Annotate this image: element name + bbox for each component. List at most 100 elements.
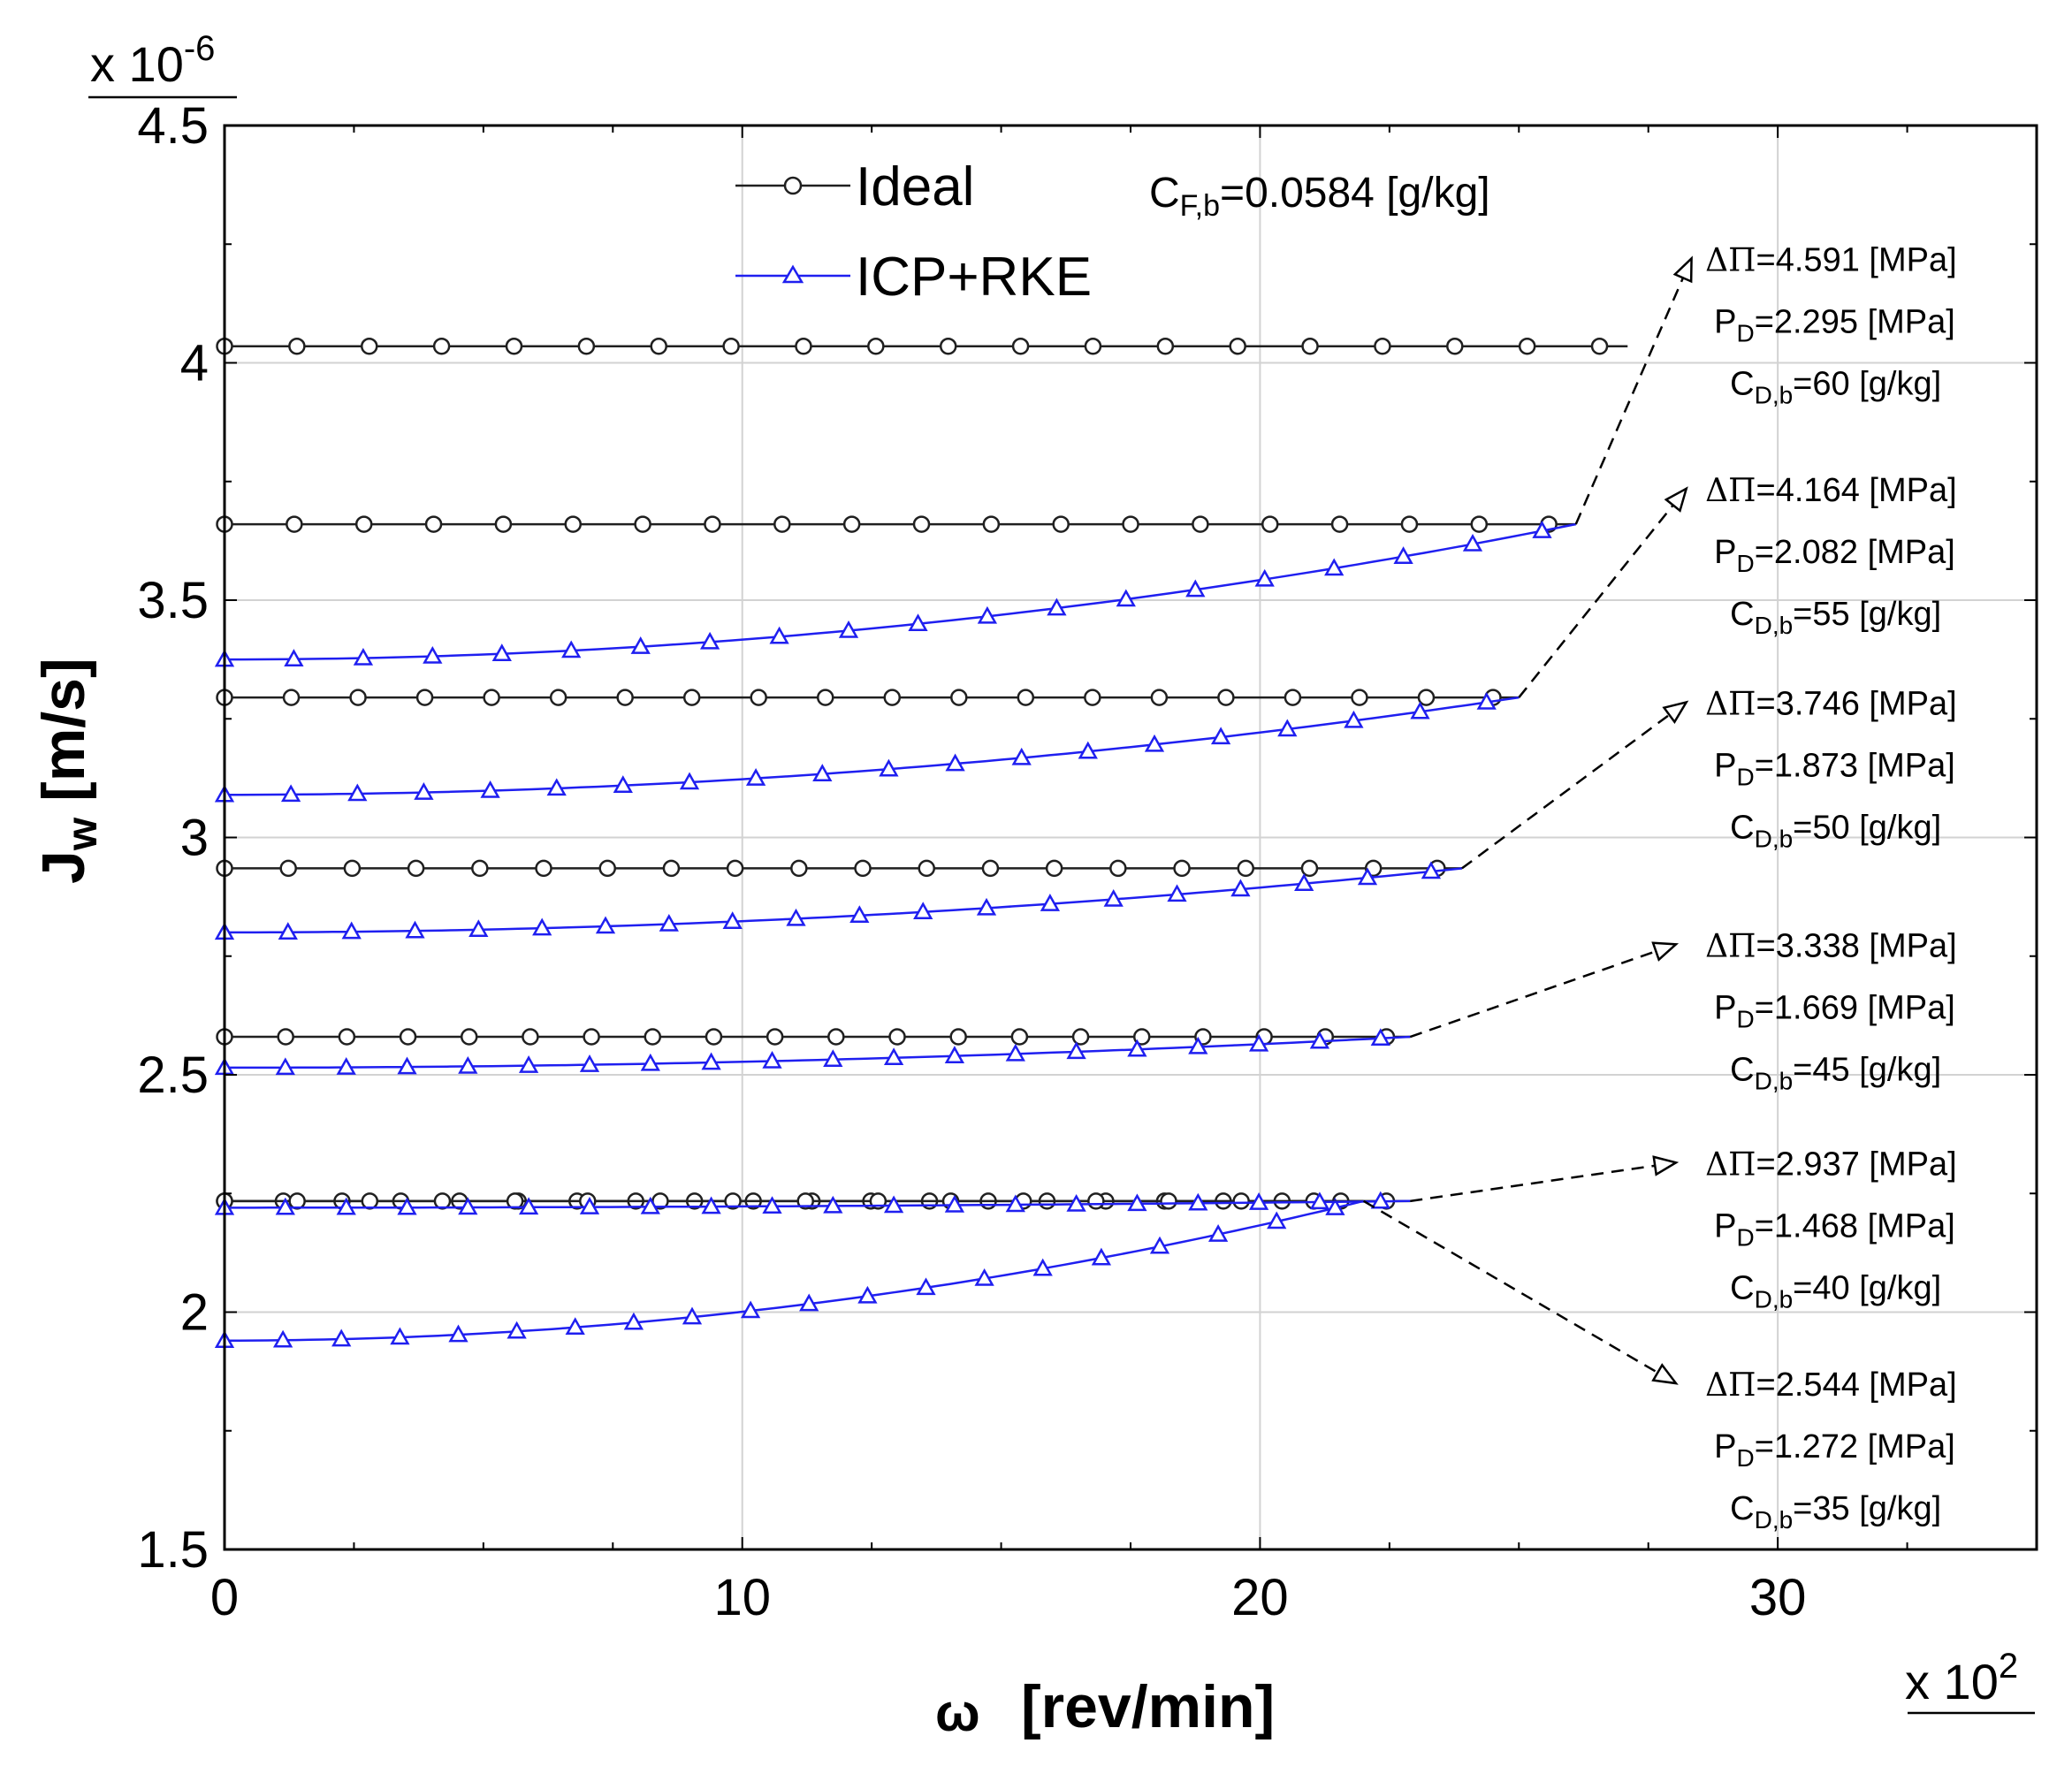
icp-point [1476,691,1497,710]
x-tick-label: 20 [1231,1569,1289,1626]
ideal-point [883,689,902,706]
y-tick-label: 2.5 [137,1047,209,1104]
icp-point [1005,1194,1025,1213]
icp-point [1462,533,1483,552]
ideal-point [505,337,523,355]
ideal-point [1156,337,1175,355]
y-tick-label: 3.5 [137,572,209,629]
ideal-point [522,1028,539,1046]
icp-point [1254,568,1275,587]
icp-point [1248,1192,1269,1210]
annotation-3: ΔΠ=3.746 [MPa] PD=1.873 [MPa] CD,b=50 [g/k… [1461,685,1957,870]
x-tick-label: 10 [713,1569,771,1626]
y-tick-label: 4.5 [137,97,209,155]
icp-point [1103,888,1124,907]
ideal-point [1087,1192,1105,1210]
icp-point [468,919,489,938]
ideal-point [854,859,872,878]
ideal-point [279,859,297,878]
icp-point [977,605,998,624]
svg-text:Jw[m/s]: Jw [m/s] [30,658,106,884]
ideal-point [1417,689,1436,706]
icp-point [1188,1036,1208,1054]
x-multiplier-exponent: 2 [1999,1647,2018,1686]
ideal-point [795,337,812,355]
icp-point [480,780,500,798]
annotation-4: ΔΠ=4.164 [MPa] PD=2.082 [MPa] CD,b=55 [g/k… [1518,472,1957,698]
ideal-point [1229,337,1246,355]
icp-point [1410,701,1430,719]
ideal-point [494,515,513,533]
ideal-point [949,1028,967,1046]
svg-text:x 10-6: x 10-6 [90,29,215,92]
annotation-arrow [1574,255,1693,525]
ideal-point [722,337,740,355]
x-multiplier: x 102 [1905,1647,2035,1715]
y-axis-unit: [m/s] [30,658,97,801]
ideal-point [616,689,634,706]
icp-point [1185,579,1206,598]
ideal-point [460,1028,478,1046]
icp-point [405,920,425,939]
icp-point [722,911,743,929]
draw-pressure-label: PD=1.272 [MPa] [1714,1428,1955,1472]
icp-point [640,1053,660,1071]
ideal-point [1084,337,1102,355]
legend-label-ideal: Ideal [856,156,974,217]
ideal-point [1011,337,1030,355]
icp-point [682,1306,703,1325]
icp-point [1277,719,1298,737]
ideal-point [982,515,1001,533]
ideal-point [282,689,301,706]
y-tick-label: 3 [180,810,209,867]
icp-point [518,1055,539,1073]
ideal-point [1351,689,1368,706]
ideal-point [433,1192,452,1210]
icp-point [1357,867,1378,886]
icp-point [1167,884,1187,902]
ideal-point [1590,337,1609,355]
icp-point [1210,727,1231,745]
ideal-point [1446,337,1464,355]
legend-item-ideal: Ideal [735,156,974,217]
icp-point [397,1197,417,1215]
ideal-point [343,859,362,878]
icp-point [458,1197,478,1215]
x-tick-label: 0 [210,1569,239,1626]
icp-point [579,1054,600,1072]
ideal-point [682,689,701,706]
icp-point [518,1197,539,1215]
icp-point [1127,1039,1147,1057]
icp-point [1116,589,1136,607]
ideal-point [288,337,306,355]
ideal-point [796,1192,814,1210]
ideal-point [1132,1028,1151,1046]
icp-point [1309,1191,1330,1210]
draw-concentration-label: CD,b=45 [g/kg] [1730,1051,1941,1094]
annotation-arrow [1362,1199,1679,1385]
icp-point [883,1047,904,1066]
ideal-point [918,859,935,878]
ideal-point [338,1028,356,1046]
icp-point [1294,873,1314,891]
svg-text:x 102: x 102 [1905,1647,2018,1709]
osmotic-pressure-label: ΔΠ=3.746 [MPa] [1705,685,1957,722]
y-axis-symbol: J [30,850,97,884]
icp-point [1078,741,1098,759]
icp-point [1005,1043,1025,1062]
icp-point [944,1046,965,1063]
icp-point [1207,1224,1229,1242]
ideal-point [1084,689,1101,706]
osmotic-pressure-label: ΔΠ=4.591 [MPa] [1705,241,1957,278]
ideal-point [1052,515,1070,533]
ideal-point [1237,859,1255,878]
icp-point [849,905,870,924]
ideal-point [662,859,681,878]
icp-point [532,917,552,936]
ideal-point [535,859,552,878]
ideal-point [361,1192,379,1210]
x-axis-symbol: ω [935,1683,980,1742]
icp-point [390,1327,410,1345]
icp-point [659,913,679,932]
legend: Ideal ICP+RKE [735,156,1092,308]
